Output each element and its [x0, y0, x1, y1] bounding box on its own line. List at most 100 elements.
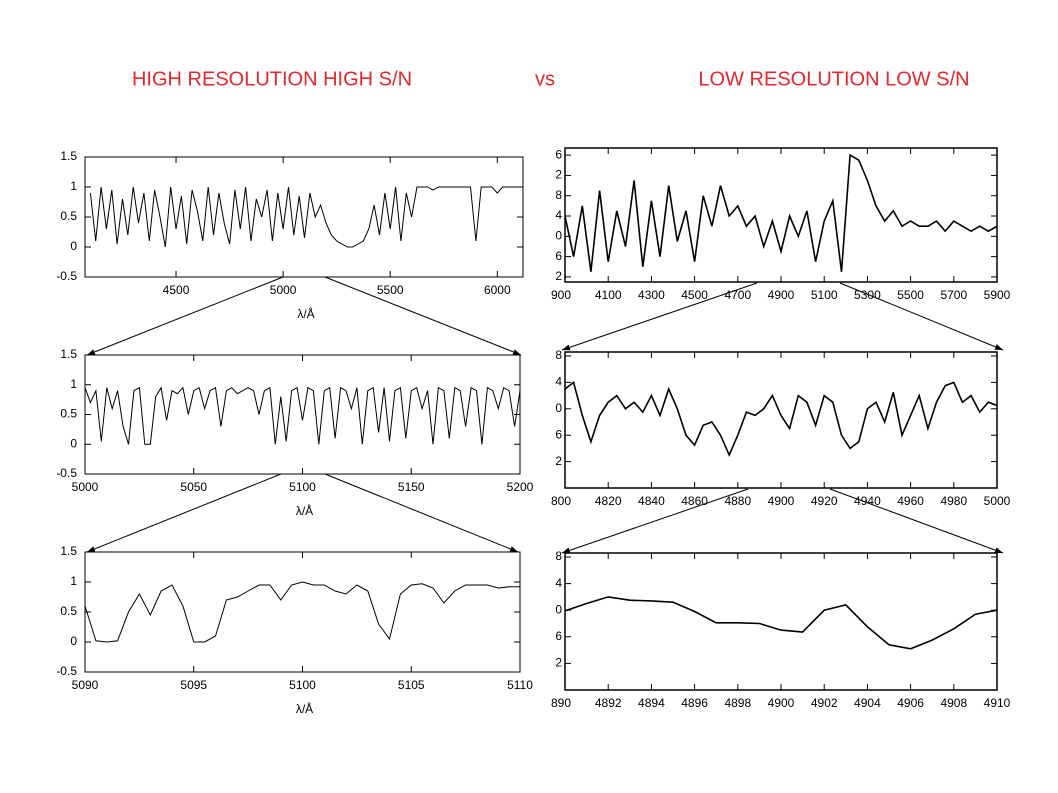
y-tick-label: 6 [555, 629, 562, 643]
x-tick-label: 6000 [484, 283, 511, 297]
x-tick-label: 4896 [681, 696, 708, 710]
x-tick-label: 4300 [638, 288, 665, 302]
x-tick-label: 5150 [398, 480, 425, 494]
y-tick-label: -0.5 [56, 466, 77, 480]
spectrum-line [89, 186, 519, 248]
plot-frame [564, 552, 998, 691]
y-tick-label: 1.5 [60, 347, 77, 361]
plot-frame [564, 351, 998, 489]
x-tick-label: 4898 [724, 696, 751, 710]
spectrum-line [565, 596, 997, 650]
y-tick-label: 0 [70, 239, 77, 253]
x-tick-label: 5700 [940, 288, 967, 302]
y-tick-label: 8 [555, 549, 562, 563]
x-tick-label: 5500 [897, 288, 924, 302]
x-tick-label: 4500 [681, 288, 708, 302]
x-tick-label: 5105 [398, 678, 425, 692]
x-tick-label: 4880 [724, 494, 751, 508]
y-tick-label: 2 [555, 168, 562, 182]
y-tick-label: 0.5 [60, 209, 77, 223]
x-axis-label: λ/Å [296, 503, 313, 518]
y-tick-label: 0 [70, 634, 77, 648]
y-tick-label: 0.5 [60, 407, 77, 421]
x-tick-label: 5100 [811, 288, 838, 302]
x-tick-label: 4902 [811, 696, 838, 710]
y-tick-label: 8 [555, 188, 562, 202]
header-left: HIGH RESOLUTION HIGH S/N [132, 68, 412, 90]
x-tick-label: 4910 [984, 696, 1011, 710]
y-tick-label: -0.5 [56, 664, 77, 678]
y-tick-label: 4 [555, 375, 562, 389]
x-tick-label: 5000 [270, 283, 297, 297]
x-tick-label: 890 [551, 696, 571, 710]
x-tick-label: 4892 [595, 696, 622, 710]
zoom-arrows [86, 276, 1004, 554]
x-tick-label: 5050 [180, 480, 207, 494]
x-tick-label: 800 [551, 494, 571, 508]
x-tick-label: 5300 [854, 288, 881, 302]
plot-frame [84, 156, 524, 278]
x-axis-label: λ/Å [297, 306, 314, 321]
x-tick-label: 4920 [811, 494, 838, 508]
x-tick-label: 5500 [377, 283, 404, 297]
x-tick-label: 4900 [768, 288, 795, 302]
x-tick-label: 4500 [163, 283, 190, 297]
x-tick-label: 4900 [768, 696, 795, 710]
spectrum-line [85, 581, 520, 643]
x-tick-label: 4860 [681, 494, 708, 508]
x-tick-label: 5090 [72, 678, 99, 692]
x-tick-label: 4940 [854, 494, 881, 508]
x-tick-label: 5110 [507, 678, 533, 692]
y-tick-label: 1 [70, 179, 77, 193]
y-tick-label: 0 [555, 401, 562, 415]
plot-frame [84, 551, 521, 673]
x-tick-label: 5200 [507, 480, 534, 494]
y-tick-label: 1 [70, 574, 77, 588]
spectrum-line [565, 153, 997, 272]
y-tick-label: 4 [555, 208, 562, 222]
x-tick-label: 4894 [638, 696, 665, 710]
x-tick-label: 5100 [289, 480, 316, 494]
x-tick-label: 4908 [940, 696, 967, 710]
x-tick-label: 5900 [984, 288, 1011, 302]
y-tick-label: 4 [555, 576, 562, 590]
y-tick-label: -0.5 [56, 269, 77, 283]
y-tick-label: 6 [555, 427, 562, 441]
x-tick-label: 4820 [595, 494, 622, 508]
y-tick-label: 0 [555, 602, 562, 616]
y-tick-label: 1.5 [60, 149, 77, 163]
y-tick-label: 2 [555, 656, 562, 670]
y-tick-label: 2 [555, 269, 562, 283]
spectrum-chart: -0.5 0 0.5 1 1.5 4500 5000 5500 6000 λ/Å [56, 149, 524, 321]
x-tick-label: 4700 [724, 288, 751, 302]
x-tick-label: 5000 [984, 494, 1011, 508]
x-tick-label: 4900 [768, 494, 795, 508]
y-tick-label: 1 [70, 377, 77, 391]
y-tick-label: 2 [555, 454, 562, 468]
x-tick-label: 4904 [854, 696, 881, 710]
x-tick-label: 900 [551, 288, 571, 302]
y-tick-label: 6 [555, 147, 562, 161]
y-tick-label: 1.5 [60, 544, 77, 558]
spectrum-chart: -0.5 0 0.5 1 1.5 5000 5050 5100 5150 5200 λ/Å [56, 347, 533, 518]
y-tick-label: 0 [70, 436, 77, 450]
spectrum-chart: 6 2 8 4 0 6 2 900 4100 4300 4500 4700 4900 5100 5300 55… [551, 147, 1011, 302]
x-tick-label: 5100 [289, 678, 316, 692]
x-tick-label: 4840 [638, 494, 665, 508]
plot-frame [84, 354, 521, 475]
x-tick-label: 5095 [180, 678, 207, 692]
x-tick-label: 5000 [72, 480, 99, 494]
header-right: LOW RESOLUTION LOW S/N [698, 68, 969, 90]
x-axis-label: λ/Å [296, 701, 313, 716]
x-tick-label: 4906 [897, 696, 924, 710]
y-tick-label: 0.5 [60, 604, 77, 618]
y-tick-label: 6 [555, 249, 562, 263]
y-tick-label: 0 [555, 228, 562, 242]
spectrum-chart: 8 4 0 6 2 800 4820 4840 4860 4880 4900 4920 4940 4960… [551, 348, 1011, 508]
spectrum-line [565, 381, 997, 457]
header-middle: vs [535, 68, 555, 90]
spectrum-chart: -0.5 0 0.5 1 1.5 5090 5095 5100 5105 5110 λ/Å [56, 544, 533, 716]
x-tick-label: 4980 [940, 494, 967, 508]
x-tick-label: 4960 [897, 494, 924, 508]
